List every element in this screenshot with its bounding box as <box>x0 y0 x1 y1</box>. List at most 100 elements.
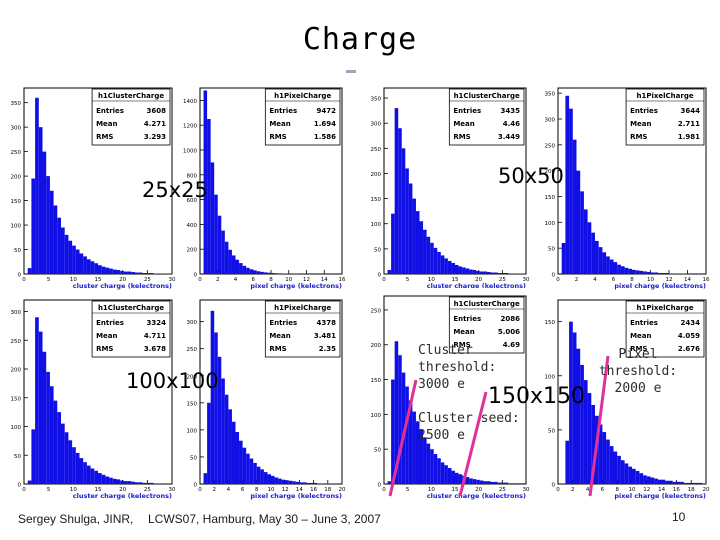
histogram-bar <box>116 270 121 274</box>
stats-value: 3.449 <box>498 133 520 141</box>
histogram-bar <box>472 479 477 484</box>
arrow-cluster-threshold <box>388 379 418 497</box>
histogram-bar <box>274 477 279 484</box>
stats-key: RMS <box>453 341 470 349</box>
histogram-bar <box>669 480 673 484</box>
histogram-bar <box>437 251 441 274</box>
note-line: Cluster seed: <box>418 411 520 426</box>
histogram-bar <box>214 194 218 274</box>
histogram-bar <box>572 332 577 484</box>
stats-box <box>91 88 171 146</box>
histogram-bar <box>646 476 651 484</box>
histogram-bar <box>569 108 573 275</box>
histogram-bar <box>643 475 647 484</box>
histogram-bar <box>455 472 459 484</box>
histogram-bar <box>394 108 399 274</box>
x-tick-label: 15 <box>95 487 102 493</box>
histogram-bar <box>602 252 607 274</box>
y-tick-label: 100 <box>371 222 382 228</box>
histogram-bar <box>580 191 584 274</box>
histogram-bar <box>86 259 91 274</box>
stats-value: 2.676 <box>678 345 700 353</box>
note-line: threshold: <box>418 360 497 375</box>
stats-key: Mean <box>96 332 117 340</box>
x-tick-label: 15 <box>452 277 459 283</box>
histogram-bar <box>672 481 677 484</box>
x-axis-label: cluster charge (kelectrons) <box>427 282 526 290</box>
stats-value: 3608 <box>147 107 167 115</box>
histogram-bar <box>83 462 87 484</box>
histogram-bar <box>101 266 106 274</box>
hist-25x25-pixel-svg: 0 200 400 600 800 1000 1200 1400 0 2 4 6 8 10 12 14 16pi… <box>183 87 346 290</box>
y-tick-label: 150 <box>11 199 22 205</box>
stats-value: 3644 <box>681 107 701 115</box>
histogram-bar <box>606 256 610 274</box>
histogram-bar <box>31 178 36 274</box>
title-rule <box>346 70 356 73</box>
histogram-bar <box>116 479 121 484</box>
stats-title: h1ClusterCharge <box>98 304 164 312</box>
histogram-bar <box>661 272 666 274</box>
histogram-bar <box>228 249 232 274</box>
hist-50x50-pixel-svg: 0 50 100 150 200 250 300 350 0 2 4 6 8 10 12 14 16pixel … <box>545 87 710 290</box>
histogram-bar <box>412 198 416 274</box>
histogram-bar <box>486 271 491 274</box>
x-tick-label: 12 <box>282 487 289 493</box>
stats-value: 5.006 <box>498 328 520 336</box>
y-tick-label: 400 <box>187 223 198 229</box>
hist-100x100-cluster: 0 50 100 150 200 250 300 0 5 10 15 20 25 30 cluster ch… <box>0 292 178 500</box>
histogram-bar <box>683 482 688 484</box>
y-tick-label: 300 <box>11 126 22 132</box>
histogram-bar <box>687 482 692 484</box>
label-25x25: 25x25 <box>142 178 208 202</box>
x-tick-label: 5 <box>47 277 51 283</box>
histogram-bar <box>72 447 76 484</box>
histogram-bar <box>135 272 139 274</box>
x-axis-label: cluster charge (kelectrons) <box>427 492 526 500</box>
x-tick-label: 14 <box>684 277 691 283</box>
histogram-bar <box>105 267 110 274</box>
y-tick-label: 100 <box>11 224 22 230</box>
stats-key: Entries <box>96 107 124 115</box>
histogram-bar <box>256 466 261 484</box>
histogram-bar <box>486 481 491 484</box>
x-tick-label: 5 <box>406 277 410 283</box>
x-tick-label: 16 <box>339 277 346 283</box>
note-cluster-seed: Cluster seed: 2500 e <box>418 410 520 444</box>
histogram-bar <box>79 458 84 484</box>
stats-box <box>448 88 525 146</box>
histogram-bar <box>327 483 332 484</box>
histogram-bar <box>72 245 76 274</box>
histogram-bar <box>112 478 117 484</box>
histogram-bar <box>576 348 581 484</box>
histogram-bar <box>57 412 61 484</box>
histogram-bar <box>79 253 84 274</box>
stats-key: RMS <box>96 345 113 353</box>
stats-key: Mean <box>269 332 290 340</box>
histogram-bar <box>313 482 318 484</box>
x-tick-label: 25 <box>499 277 506 283</box>
histogram-bar <box>123 481 128 484</box>
stats-value: 9472 <box>317 107 337 115</box>
histogram-bar <box>387 269 392 274</box>
histogram-bar <box>469 269 473 274</box>
stats-value: 3435 <box>501 107 521 115</box>
histogram-bar <box>256 271 261 274</box>
label-100x100: 100x100 <box>126 369 219 393</box>
arrow-cluster-seed <box>458 391 488 497</box>
histogram-bar <box>131 272 135 274</box>
histogram-bar <box>676 481 681 484</box>
note-line: Cluster <box>418 343 473 358</box>
y-tick-label: 0 <box>552 273 556 279</box>
histogram-bar <box>408 183 413 274</box>
histogram-bar <box>617 455 621 484</box>
y-tick-label: 800 <box>187 173 198 179</box>
histogram-bar <box>591 404 595 484</box>
histogram-bar <box>61 227 65 274</box>
histogram-bar <box>665 272 669 274</box>
histogram-bar <box>278 273 282 274</box>
x-axis-label: pixel charge (kelectrons) <box>250 492 342 500</box>
histogram-bar <box>632 269 636 274</box>
stats-value: 2.711 <box>678 120 700 128</box>
stats-value: 4.69 <box>503 341 520 349</box>
